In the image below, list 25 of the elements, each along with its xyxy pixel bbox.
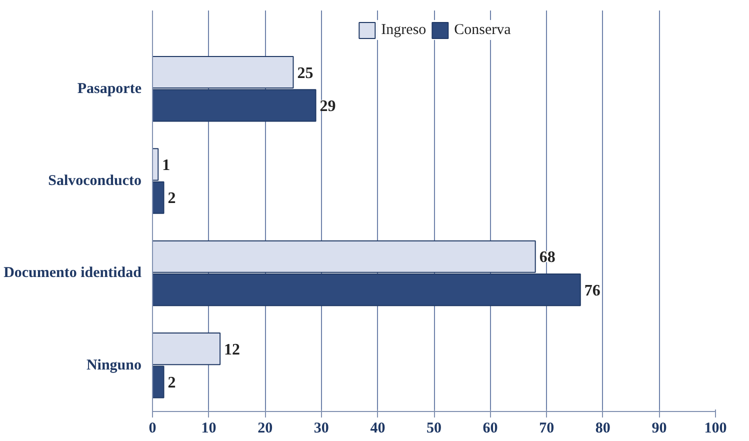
x-tick-label: 0 [148, 420, 156, 436]
data-label: 12 [224, 341, 240, 358]
y-tick-label: Salvoconducto [48, 173, 142, 190]
x-tick-label: 50 [426, 420, 442, 436]
data-label: 2 [168, 190, 176, 208]
legend-label: Conserva [454, 22, 511, 38]
x-tick-label: 20 [258, 420, 273, 436]
data-label: 1 [162, 156, 170, 174]
y-tick-label: Documento identidad [4, 265, 142, 282]
y-tick-label: Ninguno [86, 357, 142, 374]
x-tick-label: 80 [595, 420, 610, 436]
x-tick-label: 60 [482, 420, 498, 436]
x-tick-label: 30 [314, 420, 329, 436]
x-tick-label: 70 [539, 420, 554, 436]
x-tick-label: 100 [704, 420, 727, 436]
data-label: 29 [320, 98, 336, 115]
x-tick-label: 10 [201, 420, 216, 436]
legend-label: Ingreso [381, 22, 426, 38]
data-label: 2 [168, 374, 176, 392]
y-tick-label: Pasaporte [77, 80, 142, 97]
data-label: 25 [297, 64, 314, 82]
x-tick-label: 40 [370, 420, 386, 436]
data-label: 76 [584, 282, 600, 300]
x-tick-label: 90 [652, 420, 667, 436]
data-label: 68 [539, 249, 556, 266]
